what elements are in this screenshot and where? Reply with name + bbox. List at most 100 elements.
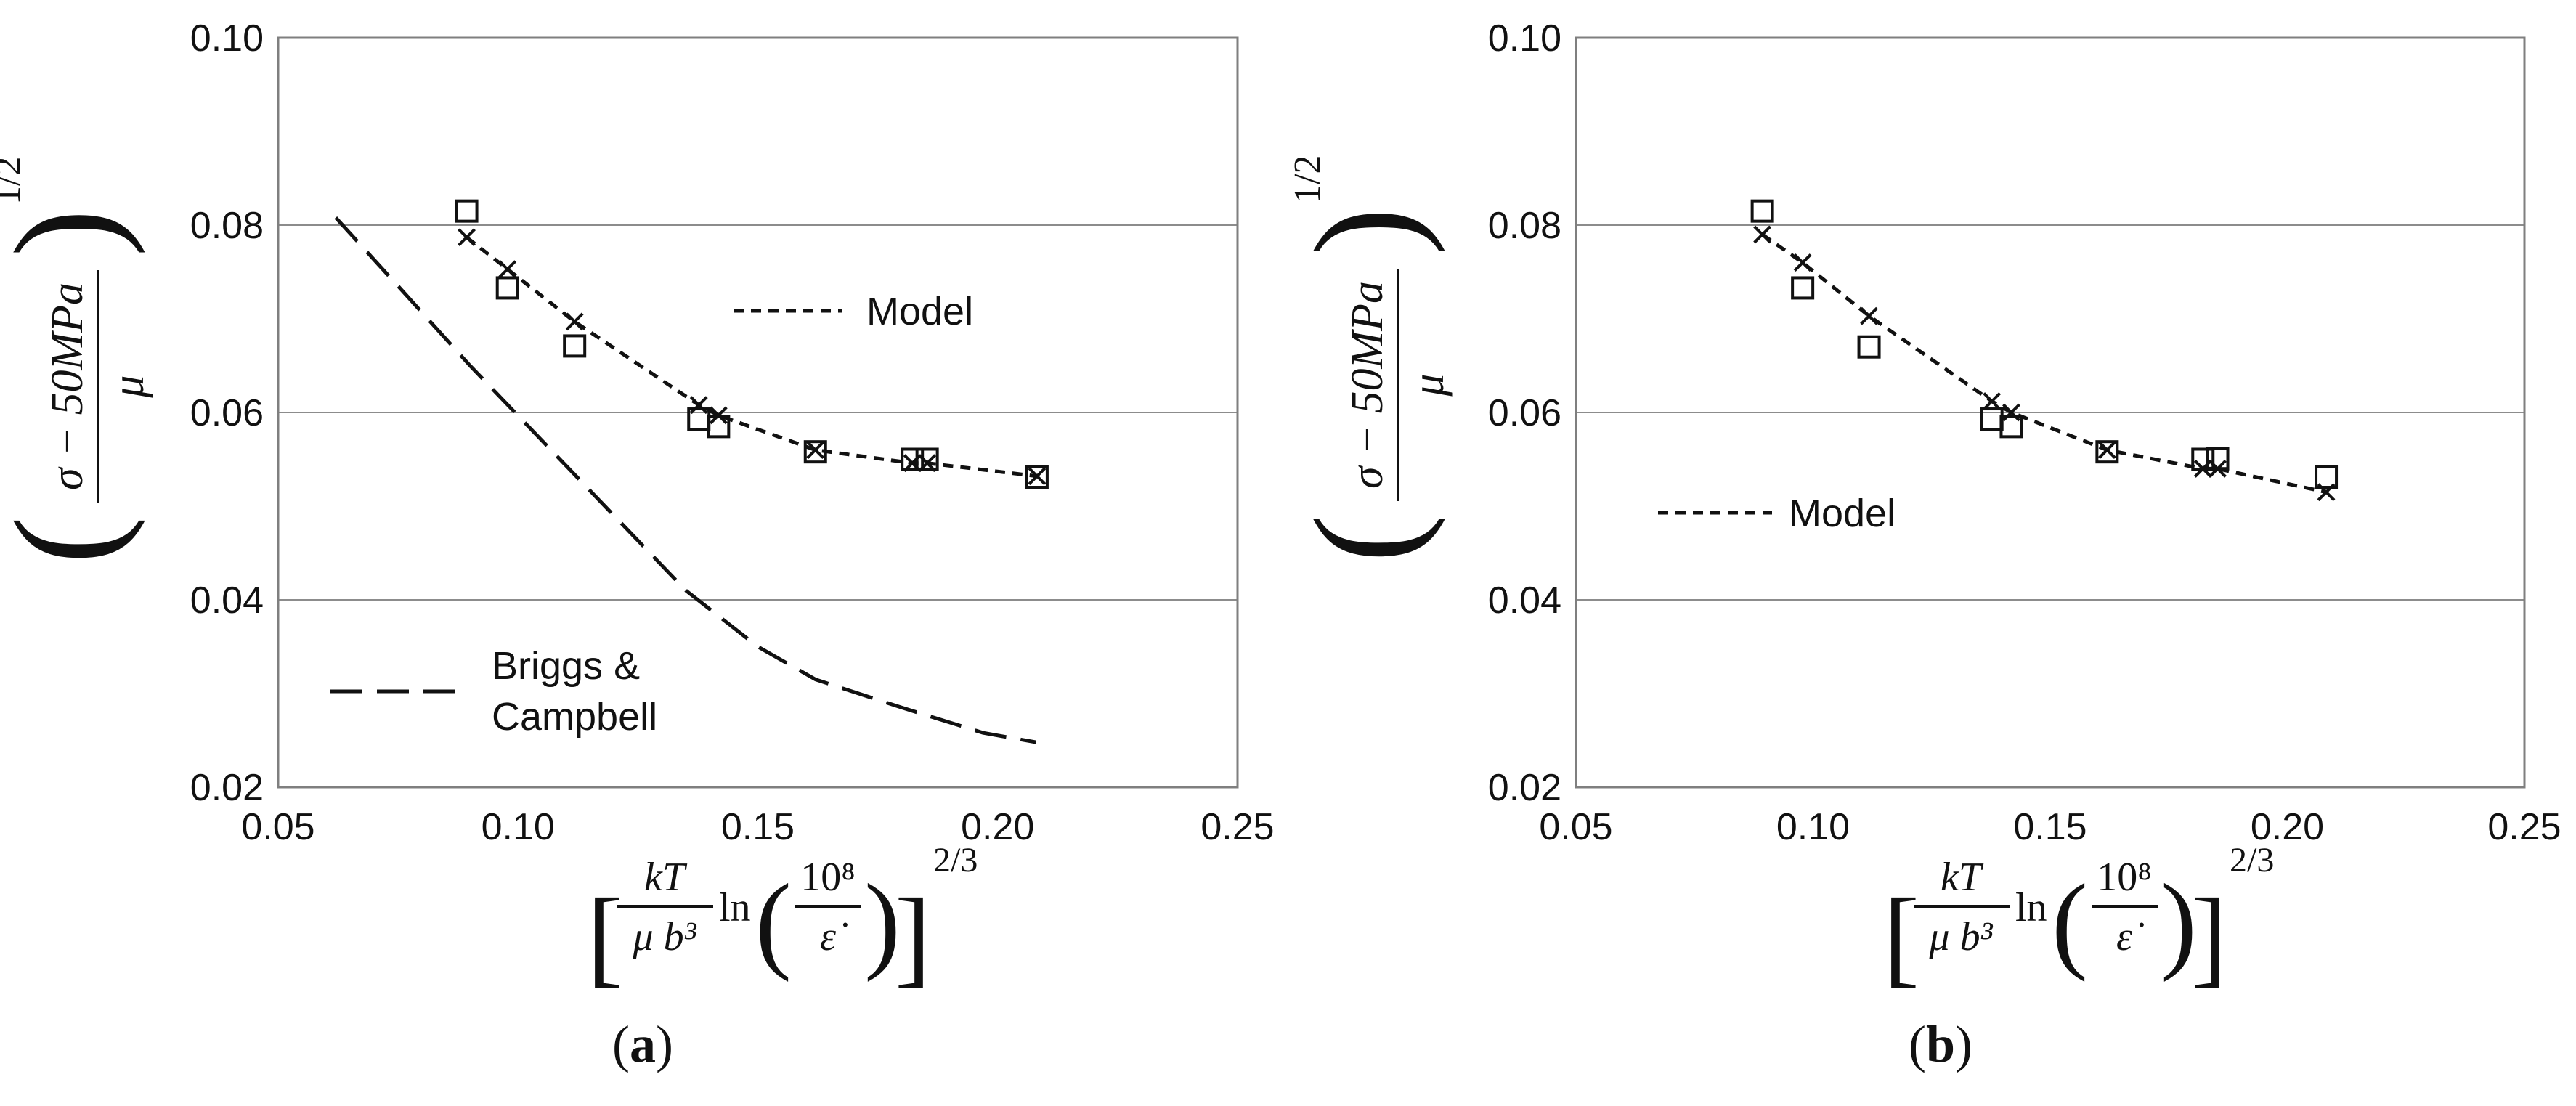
series-line-model xyxy=(466,235,1038,479)
x-label-mub3: μ b³ xyxy=(633,914,697,959)
x-label-ln: ln xyxy=(2015,885,2047,930)
x-tick-label-1: 0.10 xyxy=(1776,806,1850,848)
y-label-exponent: 1/2 xyxy=(0,157,28,205)
x-label-close-bracket: ] xyxy=(895,877,931,997)
x-tick-label-0: 0.05 xyxy=(1539,806,1612,848)
data-point-square-0 xyxy=(1750,199,1774,223)
chart-panel-a: 0.05 0.10 0.15 0.20 0.25 0.02 0.04 0.06 0.08 0.10… xyxy=(0,17,1275,1073)
x-label-open-bracket: [ xyxy=(1883,877,1919,997)
chart-panel-b: 0.05 0.10 0.15 0.20 0.25 0.02 0.04 0.06 0.08 0.10… xyxy=(1285,17,2561,1073)
data-point-square-8 xyxy=(2315,465,2339,489)
x-label-denominator: ε̇ xyxy=(820,914,848,959)
data-point-cross-1 xyxy=(498,260,517,279)
data-point-cross-5 xyxy=(806,441,825,460)
data-point-cross-8 xyxy=(2317,483,2336,502)
x-label-kt: kT xyxy=(1941,855,1984,900)
data-point-cross-2 xyxy=(565,312,584,331)
y-tick-label-2: 0.06 xyxy=(190,392,264,434)
y-label-numerator: σ − 50MPa xyxy=(43,282,92,490)
x-label-open-paren: ( xyxy=(2052,862,2088,983)
panel-label-b: (b) xyxy=(1909,1015,1972,1073)
data-point-square-1 xyxy=(1791,276,1815,300)
data-point-cross-5 xyxy=(2097,441,2116,460)
data-point-cross-4 xyxy=(709,406,728,425)
data-point-cross-3 xyxy=(689,396,708,415)
y-axis-label: ( σ − 50MPa μ ) 1/2 xyxy=(0,157,153,564)
y-label-exponent: 1/2 xyxy=(1287,155,1328,203)
data-point-square-4 xyxy=(1999,415,2023,439)
data-point-cross-6 xyxy=(903,454,922,473)
y-tick-label-1: 0.04 xyxy=(1488,580,1561,622)
data-point-square-2 xyxy=(1857,335,1881,359)
data-point-cross-7 xyxy=(2209,459,2227,478)
y-tick-label-3: 0.08 xyxy=(190,205,264,247)
series-line-model xyxy=(1761,232,2327,495)
x-tick-label-4: 0.25 xyxy=(2487,806,2561,848)
x-label-close-paren: ) xyxy=(2161,862,2197,983)
legend-briggs-label-line-1: Briggs & xyxy=(492,644,640,688)
plot-frame xyxy=(277,36,1239,789)
legend-model: Model xyxy=(1658,492,1896,535)
data-point-cross-6 xyxy=(2193,459,2212,478)
data-point-cross-2 xyxy=(1860,306,1878,325)
x-label-kt: kT xyxy=(644,855,688,900)
x-tick-label-2: 0.15 xyxy=(721,806,795,848)
plot-area: 0.05 0.10 0.15 0.20 0.25 0.02 0.04 0.06 0.08 0.10 xyxy=(190,17,1275,848)
y-tick-label-4: 0.10 xyxy=(1488,17,1561,60)
y-label-close-paren: ) xyxy=(0,208,146,257)
x-tick-label-0: 0.05 xyxy=(241,806,314,848)
legend-briggs-label-line-2: Campbell xyxy=(492,695,657,739)
y-tick-label-1: 0.04 xyxy=(190,580,264,622)
legend-briggs-campbell: Briggs & Campbell xyxy=(330,644,657,739)
data-point-square-0 xyxy=(455,199,479,223)
x-tick-label-3: 0.20 xyxy=(961,806,1034,848)
data-point-cross-3 xyxy=(1983,392,2002,410)
y-label-close-paren: ) xyxy=(1285,207,1446,256)
y-tick-label-0: 0.02 xyxy=(190,767,264,809)
y-label-numerator: σ − 50MPa xyxy=(1343,281,1392,489)
y-tick-label-3: 0.08 xyxy=(1488,205,1561,247)
y-axis-label: ( σ − 50MPa μ ) 1/2 xyxy=(1285,155,1453,563)
x-tick-label-2: 0.15 xyxy=(2013,806,2087,848)
x-label-denominator: ε̇ xyxy=(2116,914,2144,959)
series-line-briggs-campbell xyxy=(334,216,1037,744)
data-point-cross-7 xyxy=(918,454,937,473)
x-axis-label: [ kT μ b³ ln ( 10⁸ ε̇ ) ] 2/3 xyxy=(1883,841,2274,997)
x-label-numerator: 10⁸ xyxy=(800,855,856,900)
data-point-cross-0 xyxy=(1753,225,1772,244)
data-point-cross-1 xyxy=(1793,253,1812,272)
x-label-exponent: 2/3 xyxy=(2230,841,2274,879)
legend-model: Model xyxy=(734,290,973,333)
data-point-square-6 xyxy=(901,447,925,471)
data-point-square-5 xyxy=(803,440,827,464)
data-point-square-2 xyxy=(563,334,587,358)
data-point-square-1 xyxy=(495,276,519,300)
x-tick-label-1: 0.10 xyxy=(482,806,555,848)
x-tick-label-4: 0.25 xyxy=(1200,806,1274,848)
x-axis-label: [ kT μ b³ ln ( 10⁸ ε̇ ) ] 2/3 xyxy=(587,841,978,997)
data-point-square-7 xyxy=(915,447,939,471)
data-point-cross-0 xyxy=(458,228,476,247)
x-label-close-paren: ) xyxy=(864,862,901,983)
data-point-square-5 xyxy=(2095,440,2119,464)
y-tick-label-0: 0.02 xyxy=(1488,767,1561,809)
x-label-numerator: 10⁸ xyxy=(2097,855,2152,900)
x-tick-label-3: 0.20 xyxy=(2251,806,2324,848)
data-point-square-6 xyxy=(2191,447,2215,471)
y-tick-label-4: 0.10 xyxy=(190,17,264,60)
x-label-close-bracket: ] xyxy=(2191,877,2227,997)
x-label-ln: ln xyxy=(719,885,751,930)
plot-frame xyxy=(1575,36,2526,789)
legend-model-label: Model xyxy=(866,290,973,333)
y-label-denominator: μ xyxy=(1404,373,1453,397)
panel-label-a: (a) xyxy=(612,1015,673,1073)
y-label-open-paren: ( xyxy=(0,516,146,564)
data-point-cross-8 xyxy=(1028,467,1047,486)
y-label-denominator: μ xyxy=(104,375,153,398)
legend-model-label: Model xyxy=(1789,492,1896,535)
x-label-mub3: μ b³ xyxy=(1929,914,1994,959)
data-point-square-7 xyxy=(2206,447,2230,471)
data-point-cross-4 xyxy=(2002,403,2020,422)
y-tick-label-2: 0.06 xyxy=(1488,392,1561,434)
